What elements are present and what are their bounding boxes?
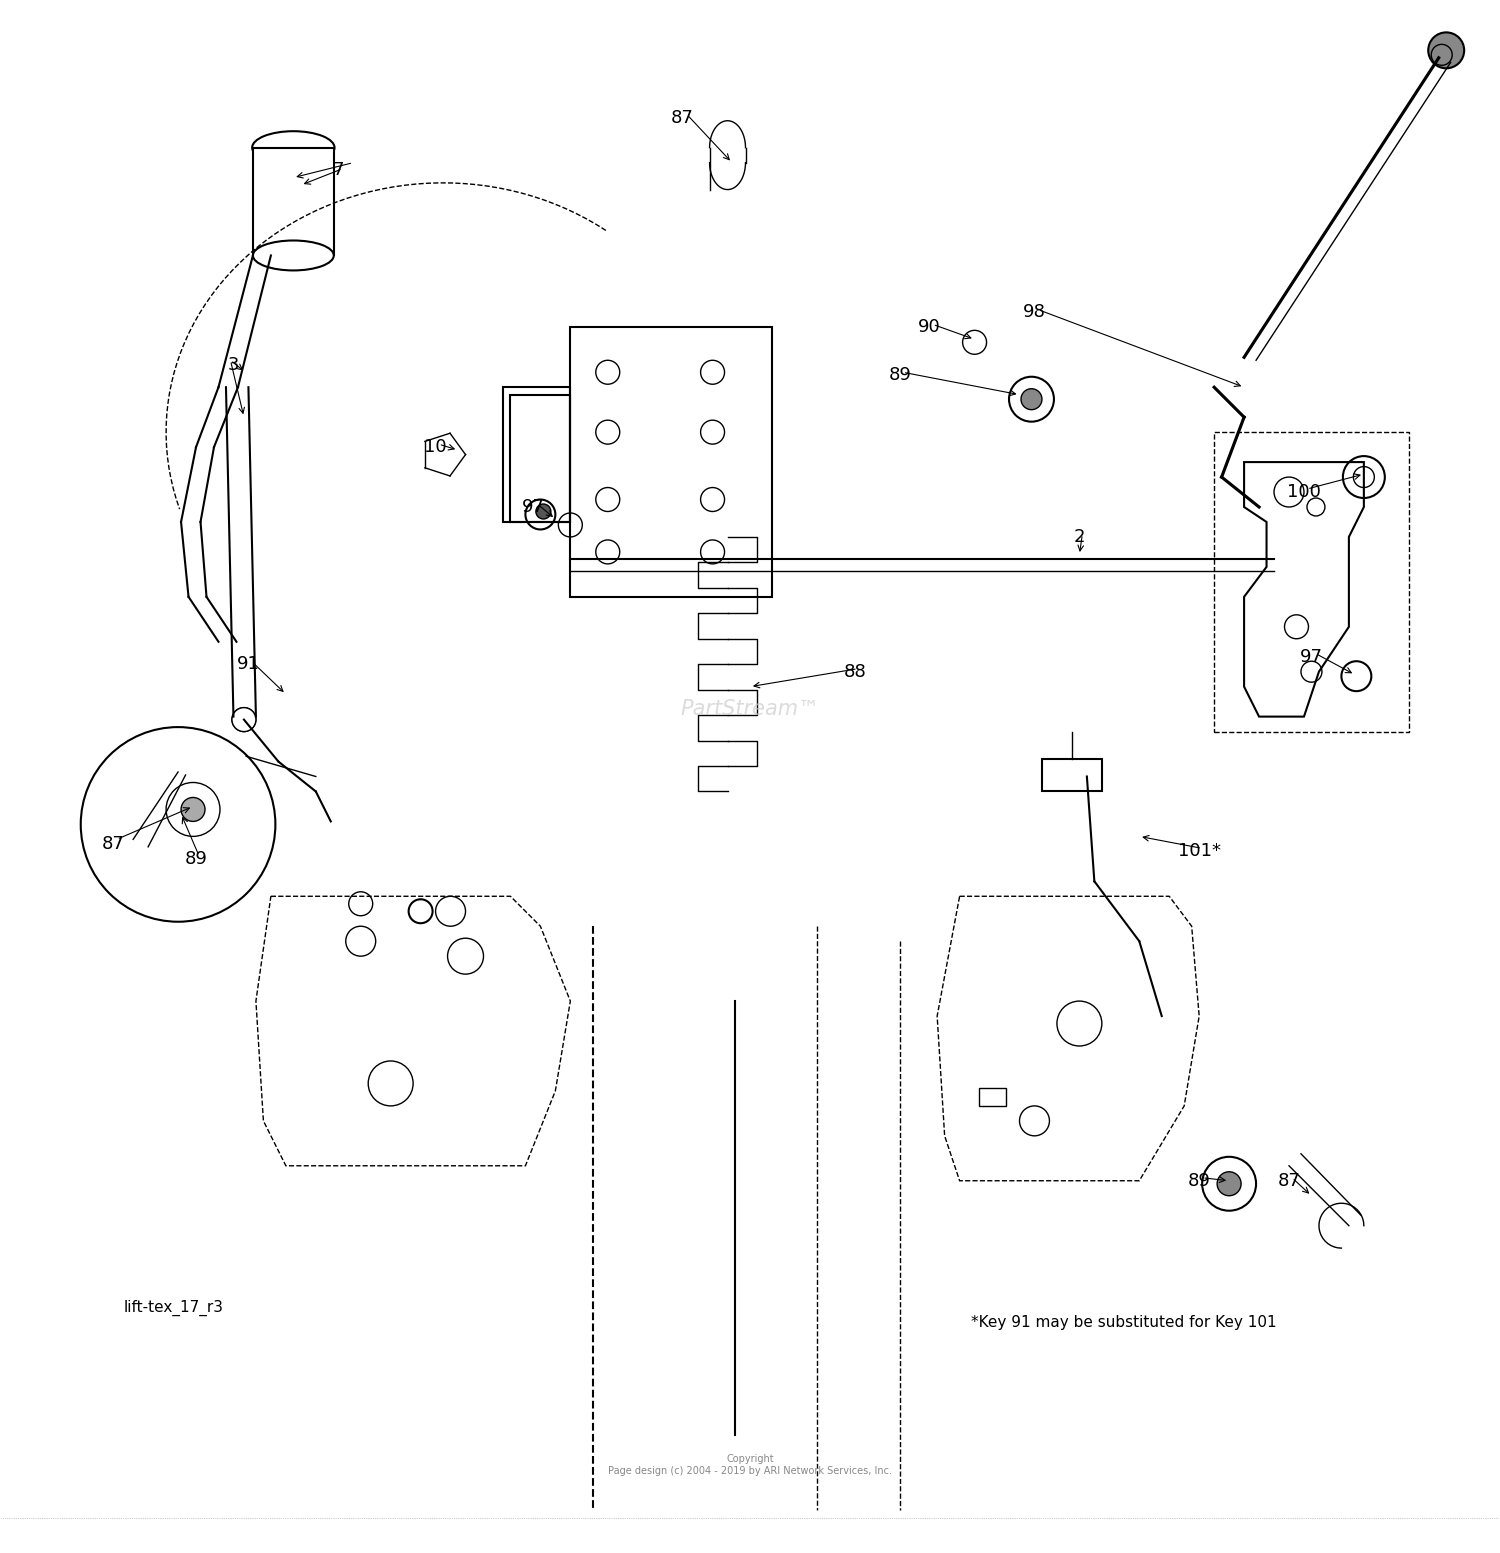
Circle shape bbox=[1428, 33, 1464, 68]
Bar bbox=[254, 148, 334, 255]
Text: lift-tex_17_r3: lift-tex_17_r3 bbox=[123, 1300, 224, 1315]
Circle shape bbox=[536, 505, 550, 519]
Circle shape bbox=[232, 708, 256, 731]
Text: 101*: 101* bbox=[1178, 842, 1221, 860]
Text: 89: 89 bbox=[888, 367, 910, 384]
Circle shape bbox=[1216, 1173, 1240, 1196]
Text: 97: 97 bbox=[1300, 648, 1323, 666]
Circle shape bbox=[1022, 388, 1042, 410]
Ellipse shape bbox=[254, 241, 334, 270]
Text: 91: 91 bbox=[237, 655, 260, 672]
Ellipse shape bbox=[282, 148, 315, 163]
Bar bbox=[1214, 432, 1408, 731]
Bar bbox=[503, 387, 570, 522]
Text: 7: 7 bbox=[333, 162, 344, 179]
Text: 87: 87 bbox=[1278, 1173, 1300, 1190]
Text: 2: 2 bbox=[1074, 528, 1084, 547]
Circle shape bbox=[182, 797, 206, 822]
Ellipse shape bbox=[252, 130, 334, 165]
Text: 98: 98 bbox=[1023, 303, 1046, 321]
Text: 87: 87 bbox=[670, 109, 694, 127]
Text: 100: 100 bbox=[1287, 483, 1322, 502]
Circle shape bbox=[232, 708, 256, 731]
Polygon shape bbox=[256, 896, 570, 1166]
Text: 10: 10 bbox=[424, 438, 447, 457]
Text: 3: 3 bbox=[228, 356, 238, 374]
Text: PartStream™: PartStream™ bbox=[681, 699, 819, 719]
Bar bbox=[510, 394, 570, 522]
Text: 90: 90 bbox=[918, 318, 940, 337]
Text: 97: 97 bbox=[522, 499, 544, 516]
Text: 89: 89 bbox=[1188, 1173, 1210, 1190]
Text: *Key 91 may be substituted for Key 101: *Key 91 may be substituted for Key 101 bbox=[972, 1315, 1276, 1331]
Text: 88: 88 bbox=[843, 663, 866, 680]
Text: Copyright
Page design (c) 2004 - 2019 by ARI Network Services, Inc.: Copyright Page design (c) 2004 - 2019 by… bbox=[608, 1455, 892, 1475]
Text: 89: 89 bbox=[184, 849, 207, 868]
Polygon shape bbox=[938, 896, 1198, 1180]
Bar bbox=[1042, 758, 1102, 792]
Bar bbox=[570, 328, 772, 596]
Polygon shape bbox=[1244, 463, 1364, 716]
Text: 87: 87 bbox=[102, 836, 125, 853]
Bar bbox=[980, 1089, 1006, 1106]
